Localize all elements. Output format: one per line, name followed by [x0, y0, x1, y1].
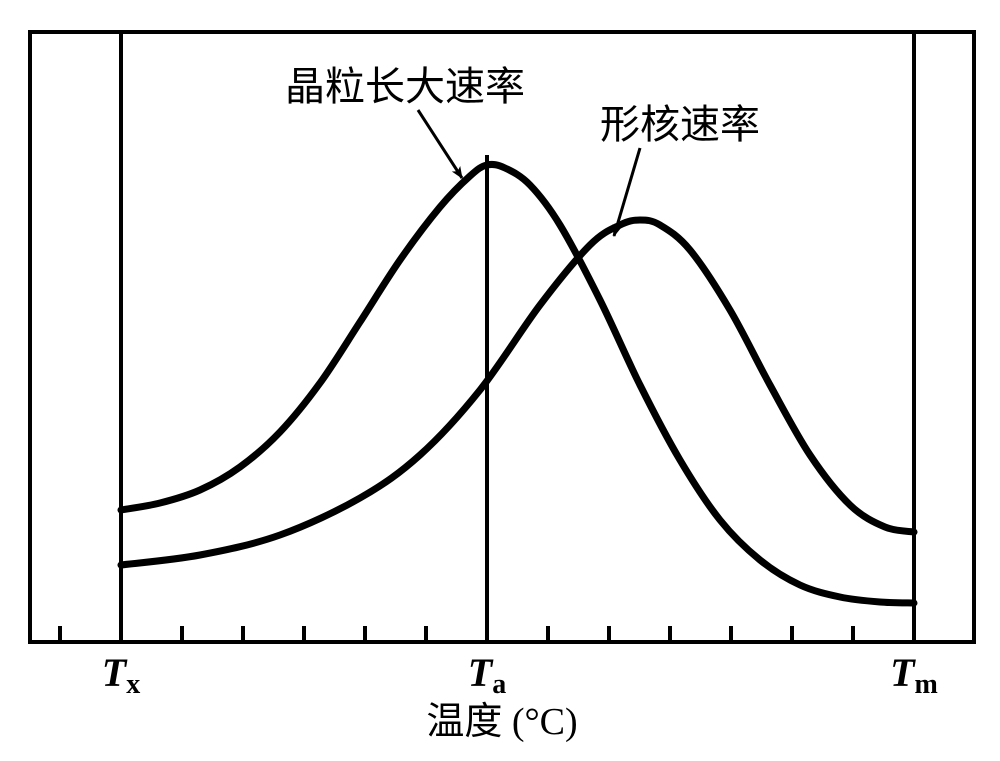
annotation-label-nucleation_label: 形核速率	[600, 102, 760, 147]
chart-svg: TxTaTm温度 (°C)晶粒长大速率形核速率	[0, 0, 1000, 761]
annotation-label-grain_growth_label: 晶粒长大速率	[285, 64, 525, 109]
x-axis-label: 温度 (°C)	[426, 701, 577, 743]
chart-container: TxTaTm温度 (°C)晶粒长大速率形核速率	[0, 0, 1000, 761]
